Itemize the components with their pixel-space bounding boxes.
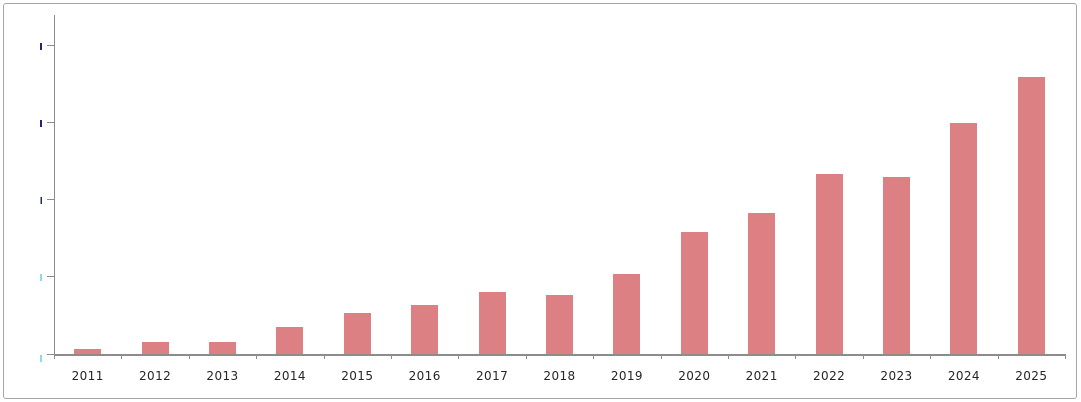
- x-axis-tick: [728, 354, 729, 359]
- y-axis-tick: [47, 199, 54, 201]
- bar-2021[interactable]: [748, 213, 776, 354]
- x-axis-tick: [593, 354, 595, 359]
- bar-2011[interactable]: [74, 348, 102, 354]
- x-axis-label-2011: 2011: [71, 369, 104, 383]
- x-axis-label-2024: 2024: [947, 369, 980, 383]
- x-axis-tick: [458, 354, 460, 359]
- x-axis-tick: [323, 354, 325, 359]
- y-axis-cropped-label-fragment: [40, 354, 42, 362]
- bar-2016[interactable]: [411, 304, 439, 354]
- x-axis-tick: [188, 354, 190, 359]
- y-axis-cropped-label-fragment: [40, 196, 42, 204]
- x-axis-tick: [660, 354, 662, 359]
- y-axis-cropped-label-fragment: [40, 42, 42, 50]
- x-axis-tick: [525, 354, 527, 359]
- bar-2023[interactable]: [883, 176, 910, 354]
- bar-2025[interactable]: [1017, 76, 1045, 354]
- y-axis-line: [54, 15, 55, 359]
- x-axis-label-2019: 2019: [610, 369, 643, 383]
- x-axis-tick: [862, 354, 864, 359]
- bar-2012[interactable]: [141, 341, 169, 354]
- y-axis-tick: [47, 276, 54, 278]
- x-axis-label-2013: 2013: [206, 369, 239, 383]
- x-axis-tick: [1065, 354, 1066, 359]
- bar-2013[interactable]: [209, 341, 236, 354]
- x-axis-tick: [121, 354, 123, 359]
- x-axis-tick: [391, 354, 392, 359]
- y-axis-cropped-label-fragment: [40, 273, 42, 281]
- x-axis-label-2023: 2023: [880, 369, 913, 383]
- x-axis-tick: [930, 354, 932, 359]
- x-axis-tick: [256, 354, 258, 359]
- y-axis-tick: [47, 45, 54, 47]
- x-axis-label-2021: 2021: [745, 369, 778, 383]
- x-axis-label-2018: 2018: [543, 369, 576, 383]
- y-axis-tick: [47, 122, 54, 124]
- x-axis-tick: [997, 354, 999, 359]
- x-axis-label-2014: 2014: [273, 369, 306, 383]
- bar-2018[interactable]: [546, 295, 573, 354]
- chart-outer-border: [3, 3, 1077, 399]
- x-axis-label-2025: 2025: [1015, 369, 1048, 383]
- bar-2017[interactable]: [478, 291, 506, 354]
- x-axis-label-2016: 2016: [408, 369, 441, 383]
- x-axis-label-2015: 2015: [341, 369, 374, 383]
- x-axis-label-2020: 2020: [678, 369, 711, 383]
- bar-2024[interactable]: [950, 122, 978, 354]
- bar-2015[interactable]: [343, 313, 371, 354]
- x-axis-label-2017: 2017: [476, 369, 509, 383]
- x-axis-line: [54, 353, 1065, 356]
- x-axis-tick: [795, 354, 797, 359]
- x-axis-label-2012: 2012: [139, 369, 172, 383]
- bar-2020[interactable]: [680, 232, 708, 354]
- x-axis-label-2022: 2022: [813, 369, 846, 383]
- bar-2019[interactable]: [613, 273, 641, 354]
- bar-2014[interactable]: [276, 327, 304, 354]
- y-axis-cropped-label-fragment: [40, 119, 42, 127]
- bar-2022[interactable]: [815, 174, 843, 354]
- y-axis-tick: [47, 353, 54, 355]
